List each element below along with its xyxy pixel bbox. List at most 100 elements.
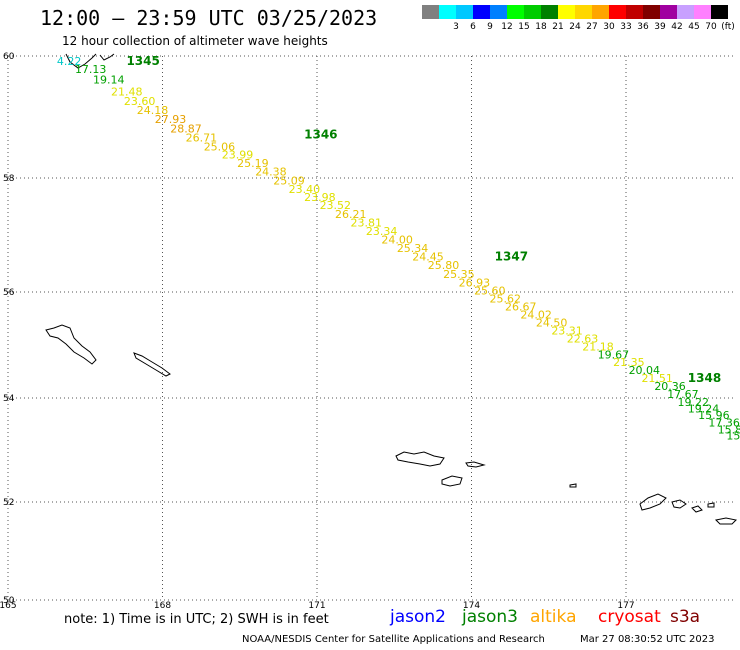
longitude-label: 177 <box>617 601 634 608</box>
scale-swatch <box>558 5 575 19</box>
page-title: 12:00 – 23:59 UTC 03/25/2023 <box>40 6 378 30</box>
latitude-label: 60 <box>3 52 15 62</box>
generated-timestamp: Mar 27 08:30:52 UTC 2023 <box>580 634 715 645</box>
latitude-label: 54 <box>3 394 15 404</box>
wave-height-observation: 26.67 <box>505 301 536 314</box>
wave-height-observation: 25.62 <box>490 293 522 306</box>
scale-label: 24 <box>569 22 581 32</box>
scale-label: 15 <box>518 22 530 32</box>
coastlines <box>45 53 738 525</box>
longitude-label: 174 <box>463 601 480 608</box>
wave-height-observation: 24.00 <box>381 234 413 247</box>
wave-height-observation: 25.34 <box>397 242 429 255</box>
island-medny <box>133 352 171 377</box>
wave-height-observation: 25.60 <box>474 285 506 298</box>
satellite-s3a: s3a <box>670 607 701 627</box>
coastline-karaginsky <box>99 53 115 61</box>
scale-label: 39 <box>654 22 666 32</box>
island-kiska <box>639 493 667 511</box>
wave-height-observation: 21.18 <box>582 340 614 353</box>
wave-height-observation: 4.22 <box>57 55 82 68</box>
wave-height-observation: 19.22 <box>678 396 710 409</box>
wave-height-observation: 24.02 <box>520 309 552 322</box>
island-rat-2 <box>671 499 687 509</box>
longitude-label: 165 <box>0 601 17 608</box>
wave-height-observation: 23.31 <box>551 324 583 337</box>
scale-swatch <box>677 5 694 19</box>
wave-height-observation: 24.18 <box>137 104 169 117</box>
wave-height-observation: 17.36 <box>708 417 740 430</box>
wave-height-observation: 23.99 <box>222 148 254 161</box>
scale-swatch <box>439 5 456 19</box>
wave-height-observation: 15.80 <box>718 423 740 436</box>
wave-height-observation: 23.40 <box>289 183 321 196</box>
scale-unit: (ft) <box>721 22 735 32</box>
wave-height-observation: 26.71 <box>186 131 218 144</box>
wave-height-observation: 21.35 <box>613 356 645 369</box>
scale-label: 45 <box>688 22 700 32</box>
wave-height-observation: 24.38 <box>255 166 287 179</box>
wave-height-observation: 17.67 <box>667 388 699 401</box>
scale-label: 18 <box>535 22 547 32</box>
scale-label: 36 <box>637 22 649 32</box>
pass-number-label: 1347 <box>495 250 528 264</box>
scale-label: 3 <box>453 22 459 32</box>
wave-height-observation: 21.48 <box>111 86 143 99</box>
island-bering <box>45 324 97 365</box>
scale-label: 21 <box>552 22 564 32</box>
scale-swatch <box>711 5 728 19</box>
wave-height-observation: 19.14 <box>93 73 125 86</box>
latitude-label: 56 <box>3 288 15 298</box>
wave-height-observation: 23.52 <box>320 199 352 212</box>
page-subtitle: 12 hour collection of altimeter wave hei… <box>62 34 328 48</box>
scale-swatch <box>507 5 524 19</box>
scale-label: 6 <box>470 22 476 32</box>
scale-swatch <box>626 5 643 19</box>
scale-label: 33 <box>620 22 632 32</box>
latitude-label: 52 <box>3 498 14 508</box>
wave-height-observation: 23.60 <box>124 95 156 108</box>
island-rat-4 <box>707 502 715 508</box>
island-amchitka <box>714 517 738 525</box>
wave-height-observation: 24.45 <box>412 251 444 264</box>
scale-label: 9 <box>487 22 493 32</box>
satellite-jason2: jason2 <box>390 607 446 627</box>
wave-height-observation: 24.50 <box>536 316 568 329</box>
island-agattu <box>441 475 463 487</box>
credit-line: NOAA/NESDIS Center for Satellite Applica… <box>242 634 545 645</box>
wave-height-observation: 26.93 <box>459 276 491 289</box>
scale-label: 12 <box>501 22 513 32</box>
wave-height-observation: 15.96 <box>698 409 730 422</box>
wave-height-observation: 19.67 <box>598 348 630 361</box>
wave-height-observation: 23.34 <box>366 225 398 238</box>
wave-height-observation: 23.98 <box>304 191 336 204</box>
scale-swatch <box>694 5 711 19</box>
wave-height-observation: 28.87 <box>170 122 202 135</box>
satellite-altika: altika <box>530 607 577 627</box>
island-small-1 <box>569 483 577 488</box>
island-attu <box>395 451 445 467</box>
scale-swatch <box>575 5 592 19</box>
altimeter-map: 1345 1346 1347 1348 4.2217.1319.1421.4823.6… <box>0 52 740 608</box>
latitude-label: 50 <box>3 596 15 606</box>
scale-swatch <box>609 5 626 19</box>
scale-label: 70 <box>705 22 717 32</box>
pass-number-label: 1345 <box>126 54 159 68</box>
longitude-label: 171 <box>308 601 325 608</box>
scale-swatch <box>473 5 490 19</box>
footnote: note: 1) Time is in UTC; 2) SWH is in fe… <box>64 612 329 627</box>
wave-height-observation: 27.93 <box>155 113 187 126</box>
wave-height-observation: 21.51 <box>641 372 673 385</box>
scale-swatch <box>660 5 677 19</box>
scale-label: 30 <box>603 22 615 32</box>
island-semichi <box>465 461 486 468</box>
scale-swatch <box>422 5 439 19</box>
wave-height-observation: 15 <box>726 430 740 443</box>
wave-height-observation: 17.13 <box>75 63 107 76</box>
scale-label: 27 <box>586 22 598 32</box>
wave-height-observation: 25.35 <box>443 268 475 281</box>
scale-swatch <box>541 5 558 19</box>
scale-swatch <box>524 5 541 19</box>
island-rat-3 <box>691 505 703 513</box>
satellite-jason3: jason3 <box>462 607 518 627</box>
